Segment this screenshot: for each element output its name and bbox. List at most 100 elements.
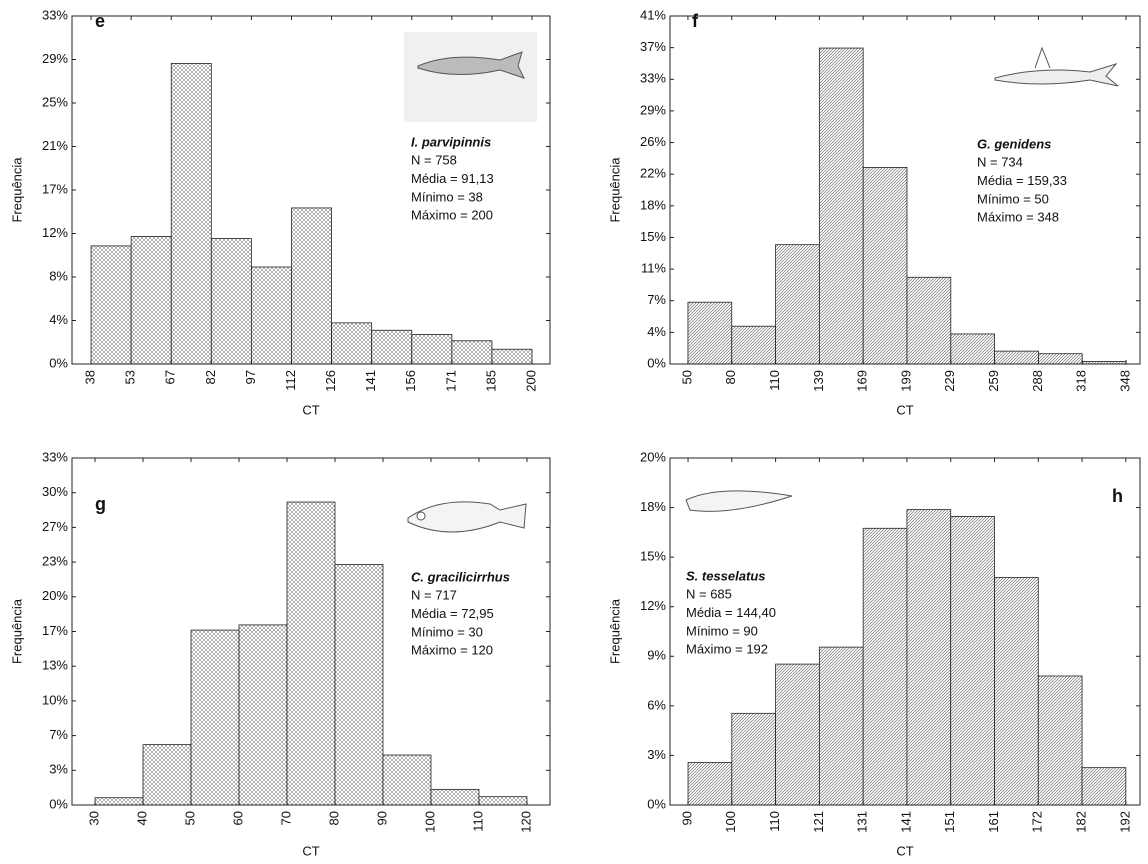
x-tick-label: 318 [1074,370,1089,392]
y-tick-label: 18% [640,499,666,514]
histogram-panel: 0% 4% 7% 11% 15% 18% 22% 26% 29% 33% 37% 41% 50 80 110… [607,7,1141,417]
species-name: G. genidens [977,136,1051,151]
x-axis-title: CT [302,402,319,417]
annotation: N = 734 [977,155,1023,170]
y-tick-label: 17% [42,181,68,196]
fish-illustration [404,32,1119,533]
x-tick-label: 110 [767,811,782,832]
bar [190,629,240,806]
x-tick-label: 182 [1073,811,1088,833]
bar [818,646,864,806]
y-tick-label: 21% [42,138,68,153]
x-tick-label: 110 [767,370,782,391]
y-tick-label: 9% [647,648,666,663]
y-axis-title: Frequência [9,157,24,223]
y-tick-label: 25% [42,94,68,109]
x-tick-label: 288 [1030,370,1045,392]
x-tick-label: 229 [942,370,957,392]
y-tick-label: 0% [49,796,68,811]
x-tick-label: 90 [374,811,389,825]
annotation: Média = 91,13 [411,171,494,186]
bar [491,348,533,365]
bar [251,266,292,365]
annotation: Média = 144,40 [686,605,776,620]
bar [862,166,908,365]
panel-label: g [95,494,106,514]
bar [334,564,384,806]
y-tick-label: 18% [640,197,666,212]
annotation: Máximo = 120 [411,643,493,658]
y-axis-title: Frequência [607,598,622,664]
species-name: S. tesselatus [686,568,766,583]
bar [371,329,413,365]
bar [687,301,733,365]
x-tick-label: 141 [363,370,378,392]
bar [411,334,453,365]
y-tick-label: 33% [42,7,68,22]
x-tick-label: 50 [182,811,197,825]
y-tick-label: 41% [640,7,666,22]
y-tick-label: 33% [640,71,666,86]
panel-label: h [1112,486,1123,506]
y-tick-label: 4% [647,324,666,339]
y-tick-label: 23% [42,554,68,569]
x-tick-label: 348 [1117,370,1132,392]
x-tick-label: 80 [326,811,341,825]
x-tick-label: 192 [1117,811,1132,833]
y-tick-label: 4% [49,312,68,327]
annotation: Mínimo = 30 [411,624,483,639]
bar [90,245,132,365]
bar [994,577,1039,806]
y-tick-label: 15% [640,549,666,564]
x-tick-label: 112 [283,370,298,391]
bar [430,788,480,806]
bar [950,515,995,806]
x-axis-title: CT [896,843,913,858]
annotation: N = 685 [686,587,732,602]
y-tick-label: 13% [42,658,68,673]
bar [286,501,336,806]
annotation: Média = 72,95 [411,606,494,621]
y-tick-label: 37% [640,39,666,54]
x-tick-label: 200 [523,370,538,392]
y-tick-label: 22% [640,166,666,181]
y-tick-label: 3% [647,747,666,762]
y-tick-label: 15% [640,229,666,244]
bar [731,712,776,806]
x-tick-label: 67 [163,370,178,384]
x-tick-label: 38 [82,370,97,384]
x-tick-label: 139 [811,370,826,392]
annotation: Máximo = 348 [977,210,1059,225]
y-axis-title: Frequência [9,598,24,664]
bar [862,527,908,806]
y-tick-label: 29% [640,102,666,117]
annotation: Média = 159,33 [977,173,1067,188]
y-tick-label: 7% [49,727,68,742]
x-tick-label: 131 [855,811,870,833]
x-axis-title: CT [896,402,913,417]
x-tick-label: 141 [898,811,913,833]
x-tick-label: 80 [723,370,738,384]
panel-label: f [692,11,699,31]
bar [291,207,332,365]
bar [1081,767,1127,806]
x-tick-label: 40 [134,811,149,825]
x-tick-label: 121 [811,811,826,833]
y-tick-label: 20% [42,588,68,603]
x-tick-label: 126 [323,370,338,392]
bar [94,797,144,806]
panel-label: e [95,11,105,31]
y-tick-label: 3% [49,762,68,777]
x-tick-label: 100 [422,811,437,833]
bar [731,325,776,365]
y-tick-label: 6% [647,697,666,712]
x-tick-label: 90 [679,811,694,825]
x-tick-label: 151 [942,811,957,833]
y-tick-label: 11% [641,261,666,276]
bar [994,350,1039,365]
x-tick-label: 172 [1030,811,1045,833]
y-tick-label: 0% [49,355,68,370]
x-tick-label: 161 [986,811,1001,833]
species-name: C. gracilicirrhus [411,569,510,584]
bar [906,509,952,806]
